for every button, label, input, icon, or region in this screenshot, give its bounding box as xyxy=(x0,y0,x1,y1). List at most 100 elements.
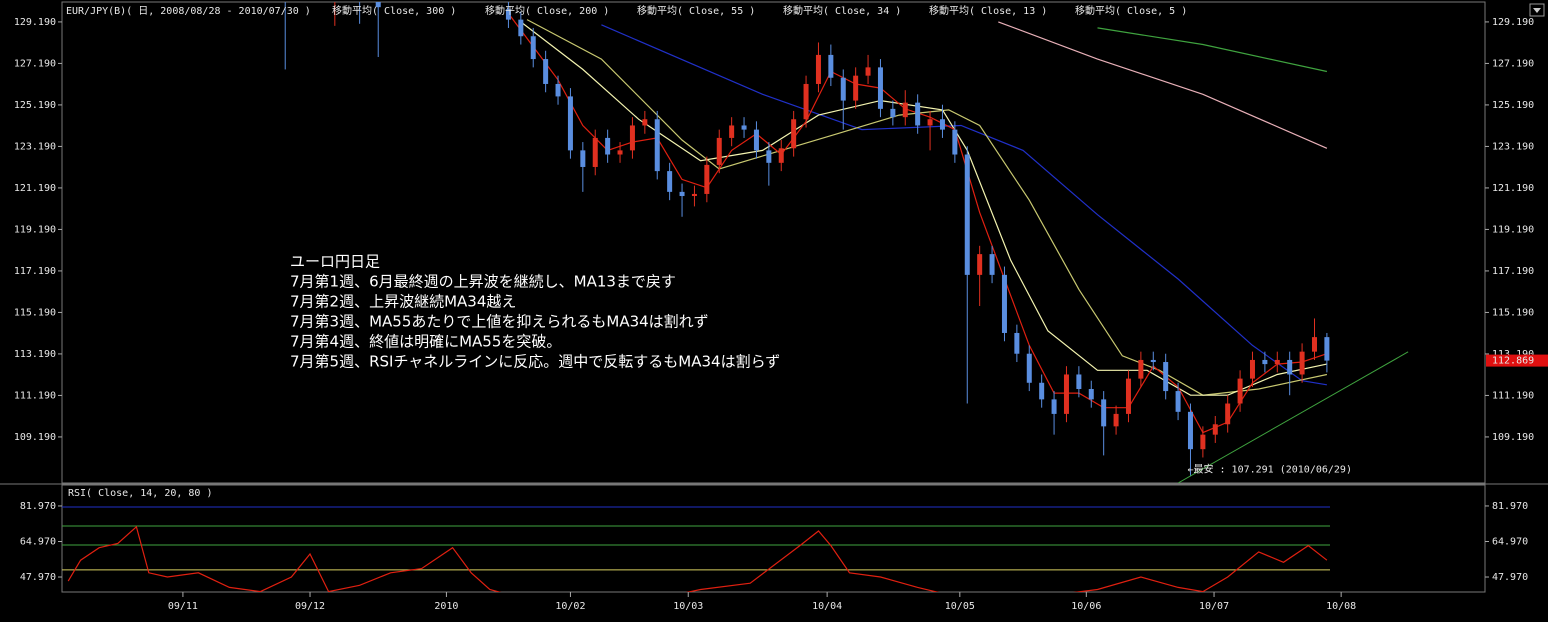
candle-body xyxy=(1113,413,1119,427)
candle-body xyxy=(1237,378,1243,404)
annotation: ユーロ円日足 xyxy=(290,253,380,271)
candle-body xyxy=(1125,378,1131,414)
low-note: ←最安 : 107.291 (2010/06/29) xyxy=(1187,462,1352,475)
candle-body xyxy=(1299,351,1305,375)
x-tick-label: 10/08 xyxy=(1326,601,1356,612)
x-tick-label: 10/07 xyxy=(1199,601,1229,612)
candle-body xyxy=(375,2,381,8)
main-plot xyxy=(284,2,1409,483)
candle-body xyxy=(828,54,834,78)
y-tick-label: 109.190 xyxy=(14,432,56,443)
y-tick-label: 111.190 xyxy=(14,390,56,401)
y-tick-label: 113.190 xyxy=(14,349,56,360)
candle-body xyxy=(567,96,573,151)
candle-body xyxy=(1063,374,1069,414)
y-tick-label-right: 127.190 xyxy=(1492,58,1534,69)
candle-body xyxy=(766,150,772,163)
candle-body xyxy=(729,125,735,138)
candle-body xyxy=(1262,359,1268,365)
candle-body xyxy=(1014,332,1020,354)
candle-body xyxy=(1249,359,1255,379)
candle-body xyxy=(877,67,883,109)
y-tick-label-right: 115.190 xyxy=(1492,307,1534,318)
y-tick-label-right: 123.190 xyxy=(1492,141,1534,152)
candle-body xyxy=(1212,424,1218,435)
candle-body xyxy=(952,129,958,155)
candle-body xyxy=(927,119,933,126)
legend-entry: 移動平均( Close, 5 ) xyxy=(1075,4,1187,17)
candle-body xyxy=(654,119,660,172)
y-tick-label-right: 119.190 xyxy=(1492,224,1534,235)
rsi-plot xyxy=(62,506,1330,592)
x-tick-label: 10/05 xyxy=(945,601,975,612)
y-tick-label: 127.190 xyxy=(14,58,56,69)
x-tick-label: 09/11 xyxy=(168,601,198,612)
candle-body xyxy=(691,193,697,197)
annotation: 7月第5週、RSIチャネルラインに反応。週中で反転するもMA34は割らず xyxy=(290,353,780,371)
y-tick-label-right: 121.190 xyxy=(1492,183,1534,194)
y-tick-label: 64.970 xyxy=(20,536,56,547)
last-price-tag xyxy=(1486,354,1548,367)
candle-body xyxy=(716,137,722,165)
candle-body xyxy=(605,137,611,155)
y-tick-label-right: 113.190 xyxy=(1492,349,1534,360)
candle-body xyxy=(989,254,995,275)
y-tick-label-right: 129.190 xyxy=(1492,17,1534,28)
candle-body xyxy=(915,102,921,126)
candle-body xyxy=(890,108,896,118)
candle-body xyxy=(543,59,549,84)
candle-body xyxy=(1274,359,1280,365)
candle-body xyxy=(518,19,524,37)
candle-body xyxy=(1138,359,1144,379)
legend-entry: 移動平均( Close, 13 ) xyxy=(929,4,1047,17)
candle-body xyxy=(1076,374,1082,389)
candle-body xyxy=(530,36,536,60)
candle-body xyxy=(592,137,598,167)
x-tick-label: 09/12 xyxy=(295,601,325,612)
rsi-title: RSI( Close, 14, 20, 80 ) xyxy=(68,488,213,499)
menu-arrow xyxy=(1533,8,1541,13)
candle-body xyxy=(753,129,759,151)
y-tick-label-right: 47.970 xyxy=(1492,572,1528,583)
legend-entry: 移動平均( Close, 200 ) xyxy=(485,4,609,17)
candle-body xyxy=(741,125,747,130)
chart-title: EUR/JPY(B)( 日, 2008/08/28 - 2010/07/30 ) xyxy=(66,6,311,17)
candle-body xyxy=(617,150,623,155)
y-tick-label: 115.190 xyxy=(14,307,56,318)
candle-body xyxy=(1324,337,1330,361)
candle-body xyxy=(1101,399,1107,427)
annotation: 7月第4週、終値は明確にMA55を突破。 xyxy=(290,333,561,351)
y-tick-label-right: 81.970 xyxy=(1492,501,1528,512)
candle-body xyxy=(1311,337,1317,352)
candle-body xyxy=(1175,391,1181,412)
candle-body xyxy=(939,119,945,130)
x-tick-label: 2010 xyxy=(434,601,458,612)
candle-body xyxy=(853,75,859,101)
candle-body xyxy=(1187,411,1193,450)
candle-body xyxy=(902,102,908,118)
candle-body xyxy=(977,254,983,275)
rsi-line xyxy=(67,525,1328,592)
annotation: 7月第2週、上昇波継続MA34越え xyxy=(290,293,516,311)
x-tick-label: 10/02 xyxy=(555,601,585,612)
candle-body xyxy=(1200,434,1206,450)
y-tick-label-right: 125.190 xyxy=(1492,100,1534,111)
y-tick-label: 47.970 xyxy=(20,572,56,583)
last-price-label: 112.869 xyxy=(1492,356,1534,367)
candle-body xyxy=(791,119,797,149)
candle-body xyxy=(815,54,821,84)
candle-body xyxy=(1001,274,1007,333)
legend-entry: 移動平均( Close, 55 ) xyxy=(637,4,755,17)
y-tick-label: 129.190 xyxy=(14,17,56,28)
candle-body xyxy=(704,164,710,194)
candle-body xyxy=(629,125,635,151)
annotation: 7月第3週、MA55あたりで上値を抑えられるもMA34は割れず xyxy=(290,313,709,331)
candle-body xyxy=(679,191,685,197)
x-tick-label: 10/03 xyxy=(673,601,703,612)
y-tick-label: 119.190 xyxy=(14,224,56,235)
y-tick-label: 123.190 xyxy=(14,141,56,152)
candle-body xyxy=(865,67,871,76)
candle-body xyxy=(778,148,784,163)
candle-body xyxy=(1051,399,1057,414)
candle-body xyxy=(1088,388,1094,400)
